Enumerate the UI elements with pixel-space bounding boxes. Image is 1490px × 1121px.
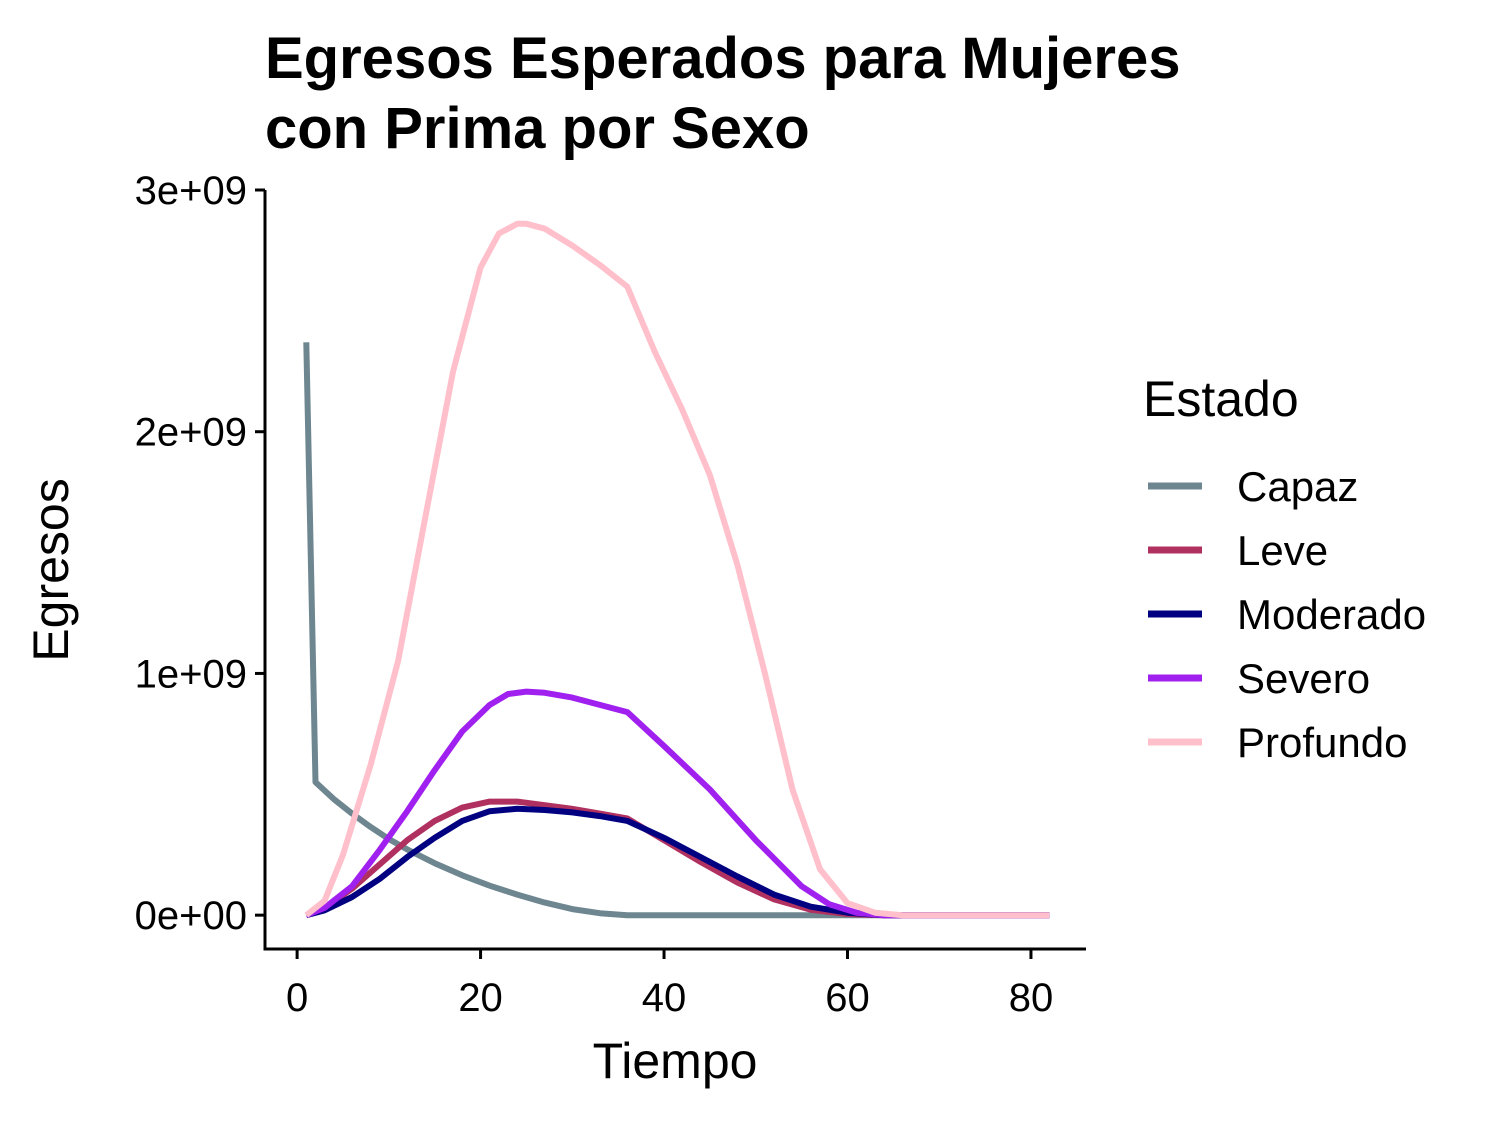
legend-item-capaz: Capaz: [1148, 463, 1358, 510]
legend-item-profundo: Profundo: [1148, 719, 1407, 766]
plot-area: [303, 220, 1050, 919]
series-line-leve: [305, 798, 1050, 919]
chart-title-line-2: con Prima por Sexo: [265, 96, 810, 161]
y-tick-label: 0e+00: [135, 894, 247, 938]
x-tick-label: 40: [642, 976, 687, 1020]
y-tick-label: 1e+09: [135, 652, 247, 696]
x-tick-label: 20: [458, 976, 503, 1020]
series-line-profundo: [304, 220, 1050, 919]
chart-title: Egresos Esperados para Mujeres con Prima…: [265, 26, 1181, 161]
series-line-moderado: [305, 805, 1050, 919]
x-tick-label: 80: [1009, 976, 1054, 1020]
x-axis-ticks: 0 20 40 60 80: [286, 949, 1053, 1020]
series-line-severo: [305, 688, 1050, 919]
legend-label: Capaz: [1237, 463, 1358, 510]
legend: Estado Capaz Leve Moderado Severo Profundo: [1143, 371, 1426, 766]
legend-title: Estado: [1143, 371, 1299, 427]
legend-label: Profundo: [1237, 719, 1407, 766]
y-tick-label: 3e+09: [135, 169, 247, 213]
y-axis-title: Egresos: [23, 478, 79, 661]
chart-title-line-1: Egresos Esperados para Mujeres: [265, 26, 1181, 91]
x-tick-label: 0: [286, 976, 308, 1020]
legend-item-severo: Severo: [1148, 655, 1370, 702]
x-tick-label: 60: [825, 976, 870, 1020]
y-tick-label: 2e+09: [135, 411, 247, 455]
legend-label: Leve: [1237, 527, 1328, 574]
legend-label: Severo: [1237, 655, 1370, 702]
legend-item-moderado: Moderado: [1148, 591, 1426, 638]
y-axis-ticks: 0e+00 1e+09 2e+09 3e+09: [135, 169, 265, 938]
x-axis-title: Tiempo: [593, 1033, 758, 1089]
legend-item-leve: Leve: [1148, 527, 1328, 574]
legend-label: Moderado: [1237, 591, 1426, 638]
